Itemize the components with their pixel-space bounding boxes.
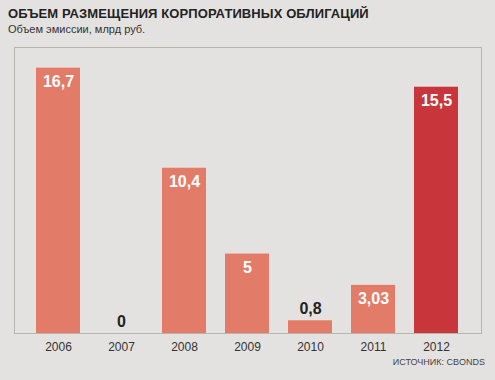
svg-text:2012: 2012 <box>423 340 450 354</box>
svg-text:2006: 2006 <box>45 340 72 354</box>
svg-text:0: 0 <box>117 313 126 330</box>
svg-text:2011: 2011 <box>361 340 387 354</box>
svg-text:15,5: 15,5 <box>421 92 452 109</box>
html-text:Объем эмиссии, млрд руб.: Объем эмиссии, млрд руб. <box>8 23 146 35</box>
svg-text:2009: 2009 <box>234 340 261 354</box>
svg-text:3,03: 3,03 <box>358 290 389 307</box>
html-text:ОБЪЕМ РАЗМЕЩЕНИЯ КОРПОРАТИВНЫХ: ОБЪЕМ РАЗМЕЩЕНИЯ КОРПОРАТИВНЫХ ОБЛИГАЦИЙ <box>8 6 369 21</box>
svg-text:16,7: 16,7 <box>43 73 74 90</box>
svg-text:5: 5 <box>243 259 252 276</box>
svg-text:2010: 2010 <box>297 340 324 354</box>
svg-text:2008: 2008 <box>171 340 198 354</box>
svg-text:2007: 2007 <box>108 340 135 354</box>
svg-text:0,8: 0,8 <box>299 300 321 317</box>
html-text:ИСТОЧНИК: CBONDS: ИСТОЧНИК: CBONDS <box>392 357 485 367</box>
svg-text:10,4: 10,4 <box>169 173 200 190</box>
